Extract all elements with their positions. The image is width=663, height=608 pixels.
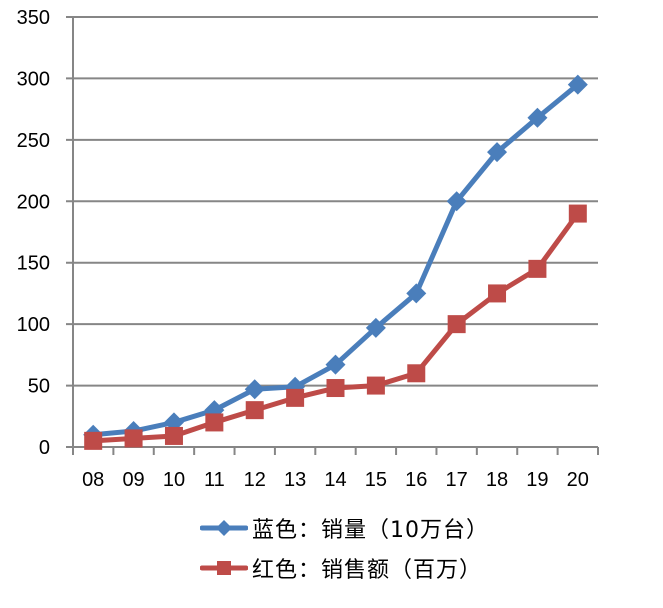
diamond-marker-icon [487,142,508,163]
x-axis-labels: 08 09 10 11 12 13 14 15 16 17 18 19 20 [82,469,589,491]
y-tick-label: 200 [17,191,50,213]
diamond-marker-icon [365,317,386,338]
x-tick-label: 14 [324,469,346,491]
diamond-marker-icon [406,283,427,304]
y-axis-labels: 0 50 100 150 200 250 300 350 [17,7,50,459]
square-marker-icon [286,388,305,407]
x-tick-label: 11 [204,469,225,491]
gridlines [66,16,598,448]
x-tick-label: 18 [486,469,508,491]
x-tick-label: 13 [284,469,306,491]
square-marker-icon [407,364,426,383]
square-marker-icon [568,204,587,223]
legend-label: 蓝色：销量（10万台） [252,518,489,543]
y-tick-label: 350 [17,7,50,29]
diamond-marker-icon [567,74,588,95]
square-marker-icon [84,431,103,450]
y-tick-label: 250 [17,130,50,152]
series-sales-revenue [84,204,587,450]
x-tick-label: 16 [405,469,427,491]
square-marker-icon [200,561,248,575]
diamond-marker-icon [200,520,248,536]
x-tick-label: 19 [526,469,548,491]
square-marker-icon [245,401,264,420]
x-tick-label: 08 [82,469,104,491]
diamond-marker-icon [244,379,265,400]
x-tick-label: 09 [122,469,144,491]
x-tick-label: 10 [163,469,185,491]
square-marker-icon [366,376,385,395]
x-tick-label: 15 [365,469,387,491]
square-marker-icon [164,426,183,445]
x-tick-label: 12 [244,469,266,491]
diamond-marker-icon [446,191,467,212]
diamond-marker-icon [325,354,346,375]
y-tick-label: 300 [17,68,50,90]
square-marker-icon [124,429,143,448]
square-marker-icon [205,413,224,432]
diamond-marker-icon [527,107,548,128]
x-tick-label: 20 [567,469,589,491]
y-tick-label: 0 [39,437,50,459]
y-tick-label: 100 [17,314,50,336]
legend-item-sales-volume: 蓝色：销量（10万台） [200,508,489,548]
x-tick-label: 17 [446,469,468,491]
series-line [90,211,581,444]
y-tick-label: 50 [28,376,50,398]
legend-label: 红色：销售额（百万） [252,558,483,583]
x-axis [72,17,599,455]
line-chart: 0 50 100 150 200 250 300 350 08 09 10 11 12 13 14 15 16… [17,7,599,491]
square-marker-icon [528,259,547,278]
square-marker-icon [326,379,345,398]
legend: 蓝色：销量（10万台） 红色：销售额（百万） [200,508,489,588]
square-marker-icon [447,315,466,334]
legend-item-sales-revenue: 红色：销售额（百万） [200,548,489,588]
y-tick-label: 150 [17,253,50,275]
data-series [83,74,588,450]
square-marker-icon [488,284,507,303]
